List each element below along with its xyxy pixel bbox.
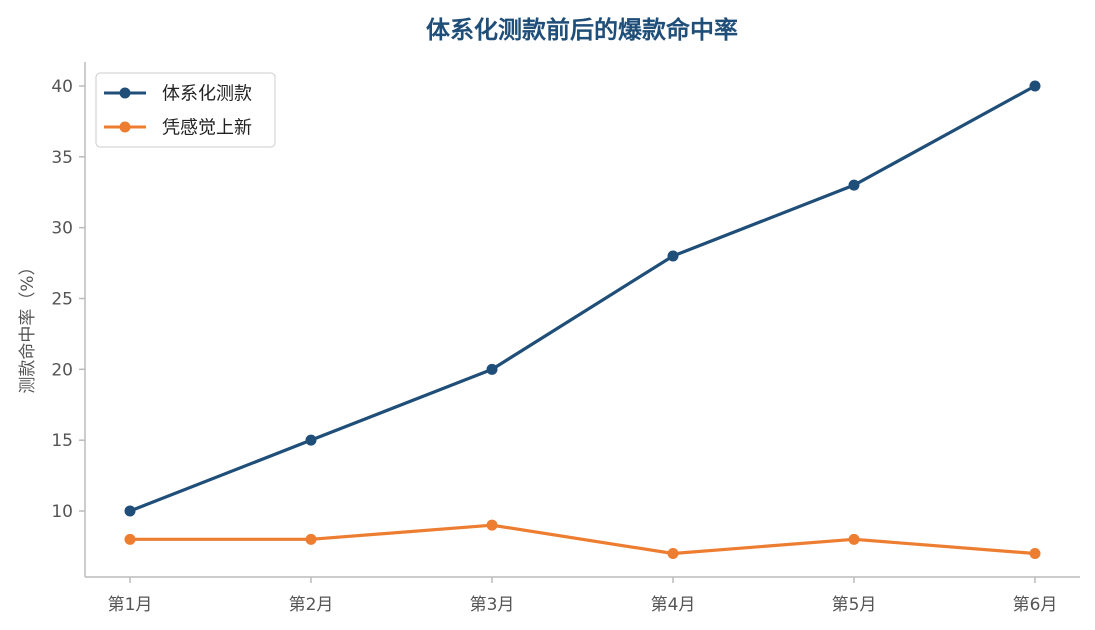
data-point — [848, 533, 860, 545]
y-tick-label: 35 — [51, 148, 73, 168]
data-point — [667, 548, 679, 559]
series-1 — [124, 80, 1041, 517]
y-tick-label: 20 — [51, 360, 73, 380]
legend-label-series-1: 体系化测款 — [162, 84, 252, 105]
y-axis-label: 测款命中率（%） — [18, 258, 38, 393]
series-line — [128, 523, 1037, 556]
data-point — [124, 505, 136, 517]
x-tick-label: 第1月 — [108, 595, 153, 615]
data-point — [124, 533, 136, 545]
series-line — [128, 84, 1037, 513]
y-tick-label: 10 — [51, 502, 73, 522]
legend-marker-series-1 — [119, 87, 131, 99]
y-tick-label: 25 — [51, 290, 73, 310]
y-tick-label: 15 — [51, 431, 73, 451]
y-tick-label: 40 — [51, 77, 73, 97]
x-tick-label: 第2月 — [289, 595, 334, 615]
series-layer — [124, 80, 1041, 559]
x-tick-label: 第6月 — [1013, 595, 1058, 615]
data-point — [1029, 80, 1041, 92]
data-point — [305, 533, 317, 545]
chart-title: 体系化测款前后的爆款命中率 — [426, 16, 738, 44]
x-tick-label: 第3月 — [470, 595, 515, 615]
data-point — [305, 434, 317, 446]
x-tick-label: 第4月 — [651, 595, 696, 615]
series-2 — [124, 519, 1041, 559]
data-point — [486, 363, 498, 375]
data-point — [667, 250, 679, 262]
y-axis-ticks: 10 15 20 25 30 35 40 — [51, 77, 85, 522]
legend: 体系化测款 凭感觉上新 — [95, 72, 276, 148]
x-tick-label: 第5月 — [832, 595, 877, 615]
data-point — [486, 519, 498, 531]
data-point — [1029, 548, 1041, 559]
legend-label-series-2: 凭感觉上新 — [162, 118, 252, 139]
y-tick-label: 30 — [51, 219, 73, 239]
data-point — [848, 179, 860, 191]
x-axis-ticks: 第1月 第2月 第3月 第4月 第5月 第6月 — [108, 577, 1058, 615]
legend-marker-series-2 — [119, 121, 131, 133]
